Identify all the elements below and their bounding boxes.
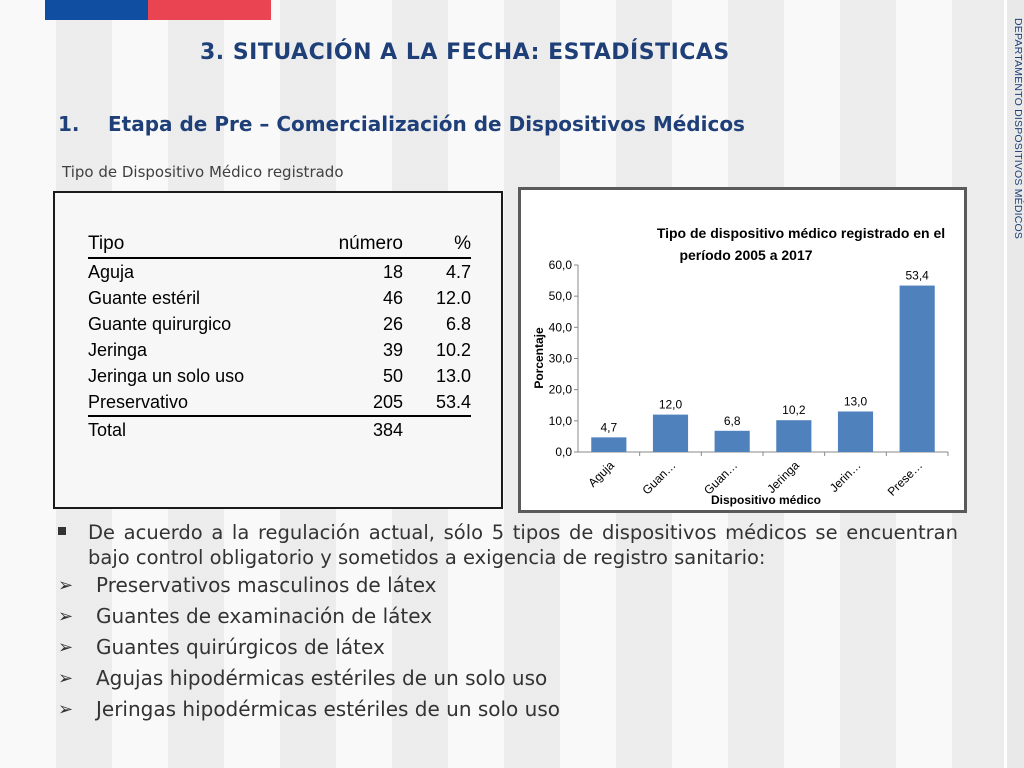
cell-tipo: Preservativo [88, 389, 328, 417]
list-item-text: Preservativos masculinos de látex [96, 573, 437, 597]
cell-total-label: Total [88, 420, 127, 440]
x-category-label: Guan… [639, 458, 678, 497]
bullet-list: De acuerdo a la regulación actual, sólo … [58, 520, 958, 725]
flag-blue-bar [45, 0, 148, 20]
list-item: ➢ Jeringas hipodérmicas estériles de un s… [58, 694, 958, 725]
cell-percent: 13.0 [435, 366, 471, 386]
bar-value-label: 53,4 [905, 269, 929, 283]
list-item: ➢ Preservativos masculinos de látex [58, 570, 958, 601]
cell-percent: 4.7 [445, 262, 471, 282]
arrow-bullet-icon: ➢ [58, 575, 74, 596]
bar-chart: Tipo de dispositivo médico registrado en… [532, 225, 949, 507]
y-tick-label: 20,0 [549, 383, 573, 397]
cell-numero: 18 [382, 262, 403, 282]
y-tick-label: 30,0 [549, 352, 573, 366]
arrow-bullet-icon: ➢ [58, 668, 74, 689]
y-tick-label: 60,0 [549, 258, 573, 272]
cell-percent: 10.2 [435, 340, 471, 360]
list-item: ➢ Guantes quirúrgicos de látex [58, 632, 958, 663]
list-item-text: Guantes de examinación de látex [96, 604, 433, 628]
arrow-bullet-icon: ➢ [58, 606, 74, 627]
y-tick-label: 10,0 [549, 414, 573, 428]
cell-percent: 12.0 [435, 288, 471, 308]
cell-numero: 39 [382, 340, 403, 360]
cell-percent: 53.4 [403, 389, 471, 417]
bar [899, 285, 935, 452]
x-category-label: Jerin… [827, 458, 864, 495]
cell-tipo: Guante quirurgico [88, 314, 232, 334]
x-category-label: Prese… [885, 458, 926, 499]
arrow-bullet-icon: ➢ [58, 637, 74, 658]
bullet-main-text: De acuerdo a la regulación actual, sólo … [88, 521, 958, 569]
chart-y-axis-label: Porcentaje [532, 327, 546, 389]
bar [837, 411, 874, 452]
y-tick-label: 0,0 [555, 445, 572, 459]
list-item: ➢ Agujas hipodérmicas estériles de un sol… [58, 663, 958, 694]
cell-tipo: Guante estéril [88, 288, 201, 308]
side-band [1004, 0, 1024, 768]
subtitle-text: Etapa de Pre – Comercialización de Dispo… [108, 112, 745, 136]
bar-value-label: 13,0 [844, 394, 868, 408]
table-row: Guante estéril 46 12.0 [88, 285, 471, 311]
bar-value-label: 4,7 [600, 420, 617, 434]
chart-panel: Tipo de dispositivo médico registrado en… [518, 187, 967, 513]
x-category-label: Guan… [701, 458, 740, 497]
section-subtitle: 1. Etapa de Pre – Comercialización de Dis… [58, 112, 745, 136]
chart-x-axis-label: Dispositivo médico [711, 493, 821, 507]
chart-marks: 0,0 10,0 20,0 30,0 40,0 50,0 60,0 4,7 Aguja 12,0 G… [549, 258, 949, 499]
chart-title-line2: período 2005 a 2017 [679, 247, 812, 263]
cell-numero: 205 [328, 389, 403, 417]
y-tick-label: 50,0 [549, 289, 573, 303]
table-row: Aguja 18 4.7 [88, 258, 471, 285]
cell-numero: 46 [382, 288, 403, 308]
subtitle-number: 1. [58, 112, 80, 136]
cell-numero: 26 [382, 314, 403, 334]
cell-tipo: Aguja [88, 262, 135, 282]
table-total-row: Total 384 [88, 416, 471, 443]
device-table: Tipo número % Aguja 18 4.7 Guante estéri… [88, 231, 471, 443]
col-header-numero: número [328, 231, 403, 259]
cell-tipo: Jeringa un solo uso [88, 366, 245, 386]
cell-tipo: Jeringa [88, 340, 148, 360]
col-header-percent: % [403, 231, 471, 259]
cell-numero: 50 [382, 366, 403, 386]
cell-percent: 6.8 [445, 314, 471, 334]
col-header-tipo: Tipo [88, 231, 328, 259]
table-row: Jeringa un solo uso 50 13.0 [88, 363, 471, 389]
arrow-bullet-icon: ➢ [58, 699, 74, 720]
y-tick-label: 40,0 [549, 320, 573, 334]
bar [776, 420, 812, 452]
list-item-text: Jeringas hipodérmicas estériles de un so… [96, 697, 560, 721]
bar [652, 414, 689, 452]
bar [714, 430, 750, 452]
square-bullet-icon [58, 527, 66, 535]
list-item: ➢ Guantes de examinación de látex [58, 601, 958, 632]
bar [591, 437, 627, 452]
table-row: Preservativo 205 53.4 [88, 389, 471, 417]
list-item-text: Agujas hipodérmicas estériles de un solo… [96, 666, 548, 690]
cell-total-percent [403, 416, 471, 443]
list-item-text: Guantes quirúrgicos de látex [96, 635, 385, 659]
table-row: Guante quirurgico 26 6.8 [88, 311, 471, 337]
slide-title: 3. SITUACIÓN A LA FECHA: ESTADÍSTICAS [200, 40, 730, 65]
cell-total-number: 384 [372, 420, 403, 440]
side-stripe [1004, 0, 1007, 768]
table-caption: Tipo de Dispositivo Médico registrado [62, 163, 344, 181]
chart-title-line1: Tipo de dispositivo médico registrado en… [657, 225, 945, 241]
x-category-label: Jeringa [764, 458, 802, 496]
x-category-label: Aguja [585, 458, 617, 490]
table-row: Jeringa 39 10.2 [88, 337, 471, 363]
bar-value-label: 10,2 [782, 403, 806, 417]
bar-value-label: 6,8 [724, 414, 741, 428]
side-department-label: DEPARTAMENTO DISPOSITIVOS MÉDICOS [1012, 18, 1024, 240]
bullet-main: De acuerdo a la regulación actual, sólo … [58, 520, 958, 570]
bar-value-label: 12,0 [659, 398, 683, 412]
flag-red-bar [148, 0, 271, 20]
table-panel: Tipo número % Aguja 18 4.7 Guante estéri… [53, 191, 503, 509]
table-header-row: Tipo número % [88, 231, 471, 259]
